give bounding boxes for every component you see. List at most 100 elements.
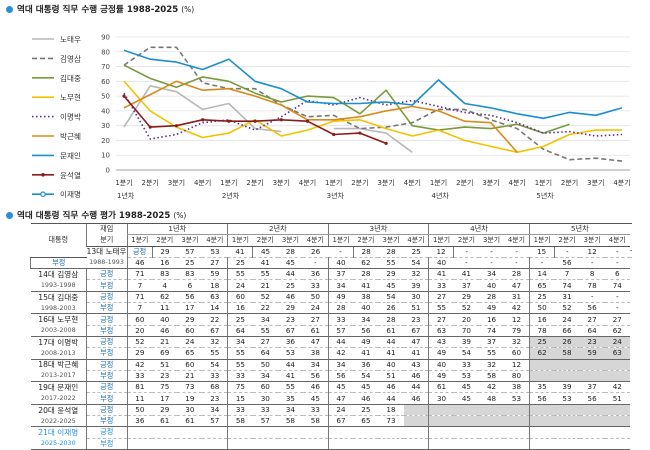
value-cell: 27 bbox=[428, 291, 454, 304]
value-cell: 39 bbox=[554, 381, 580, 394]
value-cell: 28 bbox=[504, 268, 530, 281]
value-cell: 29 bbox=[151, 246, 178, 258]
president-row: 부정 29 69 65 55 55 64 53 38 42 41 41 41 49 54 55 60 62 58 59… bbox=[31, 347, 633, 360]
value-cell: 26 bbox=[303, 246, 329, 258]
value-cell: 60 bbox=[504, 347, 530, 360]
value-cell: 31 bbox=[554, 291, 580, 304]
value-cell: 41 bbox=[378, 347, 404, 360]
value-cell bbox=[479, 415, 505, 428]
value-cell: 25 bbox=[227, 257, 253, 270]
x-tick-label: 1분기 bbox=[325, 178, 342, 187]
value-cell: 28 bbox=[479, 291, 505, 304]
quarter-label: 1분기 bbox=[528, 234, 555, 247]
value-cell: 48 bbox=[479, 392, 505, 405]
value-cell: 34 bbox=[227, 336, 253, 349]
value-cell: 41 bbox=[277, 370, 304, 383]
value-cell bbox=[152, 438, 178, 450]
value-cell: 23 bbox=[277, 313, 304, 326]
value-cell bbox=[403, 415, 429, 428]
president-years: 1988-1993 bbox=[89, 258, 124, 267]
value-cell bbox=[528, 438, 555, 450]
value-cell: 33 bbox=[428, 279, 454, 292]
value-cell bbox=[126, 426, 153, 439]
value-cell: 33 bbox=[303, 279, 329, 292]
table-title-text: 역대 대통령 직무 수행 평가 1988-2025 bbox=[17, 211, 171, 221]
value-cell: 31 bbox=[504, 291, 530, 304]
value-cell: 54 bbox=[403, 257, 429, 270]
value-cell: 26 bbox=[378, 302, 404, 315]
value-cell: 78 bbox=[528, 325, 555, 337]
year-header: 4년차 bbox=[428, 222, 530, 236]
value-cell: 45 bbox=[327, 381, 354, 394]
value-cell: 55 bbox=[202, 347, 228, 360]
value-cell: 50 bbox=[528, 302, 555, 315]
value-cell: 26 bbox=[554, 336, 580, 349]
quarter-header: 분기 bbox=[86, 234, 128, 247]
quarter-label: 3분기 bbox=[177, 234, 203, 247]
value-cell: 49 bbox=[428, 347, 454, 360]
value-cell: 36 bbox=[353, 359, 379, 371]
series-line-박근혜 bbox=[123, 80, 518, 153]
series-point-윤석열 bbox=[305, 119, 310, 123]
value-cell: 28 bbox=[352, 246, 379, 258]
value-cell: 47 bbox=[504, 279, 530, 292]
series-line-노태우 bbox=[333, 127, 413, 153]
quarter-label: 4분기 bbox=[202, 234, 228, 247]
value-cell: 55 bbox=[227, 359, 253, 371]
value-cell: 23 bbox=[403, 313, 429, 326]
series-point-윤석열 bbox=[279, 118, 283, 122]
value-cell: 83 bbox=[177, 268, 203, 281]
value-cell: 53 bbox=[202, 246, 228, 258]
value-cell: 22 bbox=[252, 302, 278, 315]
value-cell: 27 bbox=[604, 313, 630, 326]
value-cell: 73 bbox=[177, 381, 203, 394]
value-cell: 51 bbox=[378, 370, 404, 383]
x-year-label: 4년차 bbox=[432, 191, 450, 200]
value-cell: 41 bbox=[353, 279, 379, 292]
value-cell: 56 bbox=[579, 392, 605, 405]
value-cell: 43 bbox=[403, 359, 429, 371]
value-cell bbox=[177, 426, 203, 439]
value-cell: 33 bbox=[126, 370, 153, 383]
value-cell bbox=[327, 426, 354, 439]
y-tick-label: 90 bbox=[101, 34, 110, 42]
series-line-김영삼 bbox=[123, 46, 623, 162]
value-cell: - bbox=[579, 257, 605, 270]
president-years: 2022-2025 bbox=[40, 416, 76, 425]
president-row: 20대 윤석열 2022-2025 긍정 50 29 30 34 33 33 34 33 24 25 18 bbox=[30, 404, 633, 428]
quarter-label: 4분기 bbox=[604, 234, 630, 247]
president-row: 18대 박근혜 2013-2017 긍정 42 51 60 54 55 50 44 34 34 36 40… bbox=[30, 359, 633, 383]
value-cell bbox=[227, 426, 253, 439]
value-cell: 14 bbox=[202, 302, 228, 315]
value-cell bbox=[528, 359, 555, 371]
value-cell: 16 bbox=[479, 313, 505, 326]
value-cell bbox=[453, 438, 479, 450]
value-cell bbox=[554, 359, 580, 371]
value-cell: - bbox=[604, 302, 630, 315]
row-label: 긍정 bbox=[126, 246, 153, 258]
value-cell: 54 bbox=[378, 291, 404, 304]
series-point-윤석열 bbox=[227, 119, 231, 123]
value-cell: 44 bbox=[378, 336, 404, 349]
president-row: 부정 36 61 61 57 58 57 58 58 67 65 73 bbox=[31, 415, 633, 428]
value-cell: 44 bbox=[277, 359, 304, 371]
value-cell: 20 bbox=[453, 313, 479, 326]
value-cell: 53 bbox=[554, 392, 580, 405]
value-cell: 65 bbox=[353, 415, 379, 428]
value-cell bbox=[554, 426, 580, 439]
value-cell: 45 bbox=[303, 392, 329, 405]
legend-label: 이재명 bbox=[60, 189, 81, 199]
value-cell bbox=[428, 415, 454, 428]
president-name: 19대 문재인 2017-2022 bbox=[30, 381, 87, 405]
value-cell: 15 bbox=[529, 246, 555, 258]
value-cell: 38 bbox=[504, 381, 530, 394]
value-cell bbox=[378, 438, 404, 450]
value-cell: 70 bbox=[453, 325, 479, 337]
value-cell: 34 bbox=[202, 404, 228, 417]
value-cell: 24 bbox=[604, 336, 630, 349]
president-years: 2003-2008 bbox=[40, 326, 76, 335]
value-cell: 55 bbox=[428, 302, 454, 315]
quarter-label: 4분기 bbox=[303, 234, 329, 247]
value-cell: 35 bbox=[277, 392, 304, 405]
value-cell: 62 bbox=[604, 325, 630, 337]
